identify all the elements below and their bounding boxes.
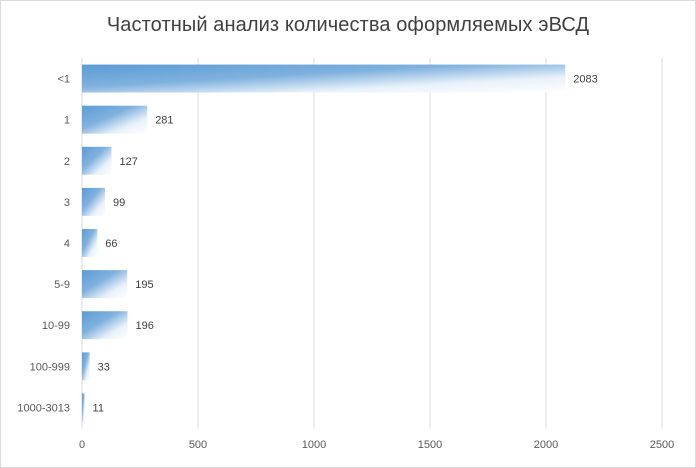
- category-label: 1000-3013: [17, 402, 70, 414]
- x-tick-label: 0: [79, 439, 85, 451]
- bar: [82, 352, 90, 381]
- data-label: 2083: [573, 74, 597, 86]
- bar: [82, 187, 105, 216]
- category-label: 2: [64, 156, 70, 168]
- bar: [82, 105, 148, 134]
- category-label: 100-999: [30, 361, 70, 373]
- data-label: 127: [119, 156, 137, 168]
- data-label: 33: [98, 361, 110, 373]
- category-label: <1: [57, 74, 70, 86]
- x-tick-label: 2000: [534, 439, 558, 451]
- data-labels: 2083 281 127 99 66 195 196 33 11: [93, 74, 598, 415]
- chart-title: Частотный анализ количества оформляемых …: [106, 14, 590, 36]
- data-label: 281: [155, 115, 173, 127]
- data-label: 99: [113, 197, 125, 209]
- data-label: 196: [135, 320, 153, 332]
- category-label: 10-99: [42, 320, 70, 332]
- x-tick-label: 1000: [302, 439, 326, 451]
- bar: [82, 393, 85, 422]
- x-tick-label: 500: [189, 439, 207, 451]
- category-axis-labels: <1 1 2 3 4 5-9 10-99 100-999 1000-3013: [17, 74, 70, 415]
- bar: [82, 270, 128, 299]
- x-tick-label: 2500: [650, 439, 674, 451]
- bar: [82, 229, 98, 257]
- category-label: 4: [64, 238, 70, 250]
- gridlines: [81, 58, 663, 428]
- data-label: 11: [93, 402, 104, 414]
- value-axis-labels: 0 500 1000 1500 2000 2500: [79, 439, 674, 451]
- bars: [82, 64, 566, 422]
- data-label: 66: [105, 238, 117, 250]
- x-tick-label: 1500: [418, 439, 442, 451]
- category-label: 3: [64, 197, 70, 209]
- category-label: 5-9: [54, 279, 70, 291]
- bar: [82, 146, 112, 175]
- data-label: 195: [135, 279, 153, 291]
- category-label: 1: [64, 115, 70, 127]
- bar: [82, 64, 566, 93]
- bar: [82, 311, 128, 340]
